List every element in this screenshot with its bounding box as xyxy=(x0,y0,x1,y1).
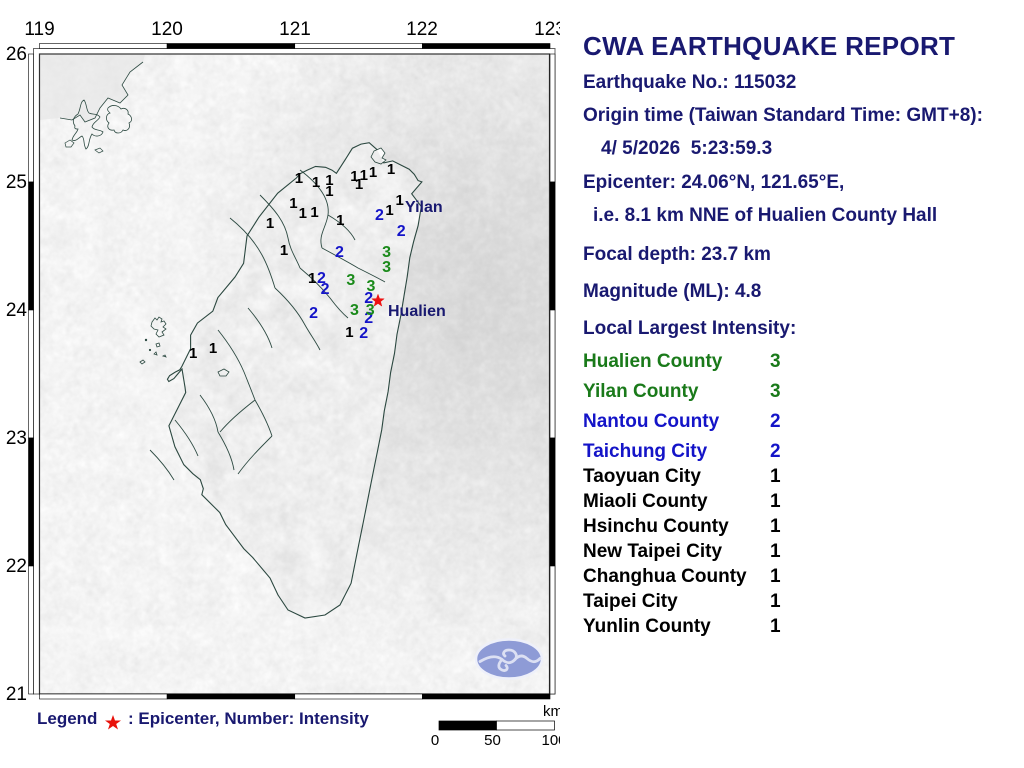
svg-text:1: 1 xyxy=(396,192,404,209)
svg-text:1: 1 xyxy=(355,176,363,193)
svg-text:24: 24 xyxy=(6,300,28,321)
svg-text:3: 3 xyxy=(382,259,391,276)
svg-text:50: 50 xyxy=(484,732,501,749)
svg-text:123: 123 xyxy=(534,19,560,40)
svg-text:Hualien: Hualien xyxy=(388,303,446,320)
svg-text:3: 3 xyxy=(366,302,375,319)
svg-text:km: km xyxy=(543,703,560,720)
svg-text:1: 1 xyxy=(310,204,318,221)
svg-text:1: 1 xyxy=(209,340,217,357)
svg-text:1: 1 xyxy=(308,270,316,287)
svg-text:1: 1 xyxy=(189,345,197,362)
svg-text:23: 23 xyxy=(6,428,27,449)
svg-text:1: 1 xyxy=(312,174,320,191)
svg-text:1: 1 xyxy=(280,242,288,259)
svg-text:1: 1 xyxy=(369,164,377,181)
svg-text:120: 120 xyxy=(151,19,183,40)
svg-text:1: 1 xyxy=(336,212,344,229)
svg-text:2: 2 xyxy=(335,244,344,261)
svg-text:2: 2 xyxy=(309,305,318,322)
svg-text:0: 0 xyxy=(431,732,439,749)
svg-text:21: 21 xyxy=(6,684,27,705)
svg-text:2: 2 xyxy=(359,325,368,342)
svg-text:Legend: Legend xyxy=(37,709,97,728)
svg-text:1: 1 xyxy=(385,202,393,219)
svg-text:25: 25 xyxy=(6,172,27,193)
svg-text:3: 3 xyxy=(350,302,359,319)
svg-text:26: 26 xyxy=(6,44,27,65)
svg-text:3: 3 xyxy=(346,272,355,289)
svg-text:2: 2 xyxy=(321,281,330,298)
svg-text:119: 119 xyxy=(24,19,54,40)
svg-text:1: 1 xyxy=(266,215,274,232)
svg-text:22: 22 xyxy=(6,556,27,577)
svg-text:100: 100 xyxy=(541,732,560,749)
svg-text:Yilan: Yilan xyxy=(405,199,443,216)
svg-text:3: 3 xyxy=(366,278,375,295)
svg-text:121: 121 xyxy=(279,19,311,40)
svg-text:2: 2 xyxy=(397,223,406,240)
svg-text:1: 1 xyxy=(295,170,303,187)
svg-text:1: 1 xyxy=(325,183,333,200)
svg-text:122: 122 xyxy=(406,19,438,40)
svg-text:: Epicenter, Number: Intensity: : Epicenter, Number: Intensity xyxy=(128,709,369,728)
svg-text:2: 2 xyxy=(375,207,384,224)
svg-text:1: 1 xyxy=(289,195,297,212)
svg-text:1: 1 xyxy=(345,324,353,341)
svg-text:1: 1 xyxy=(299,205,307,222)
svg-text:1: 1 xyxy=(387,161,395,178)
